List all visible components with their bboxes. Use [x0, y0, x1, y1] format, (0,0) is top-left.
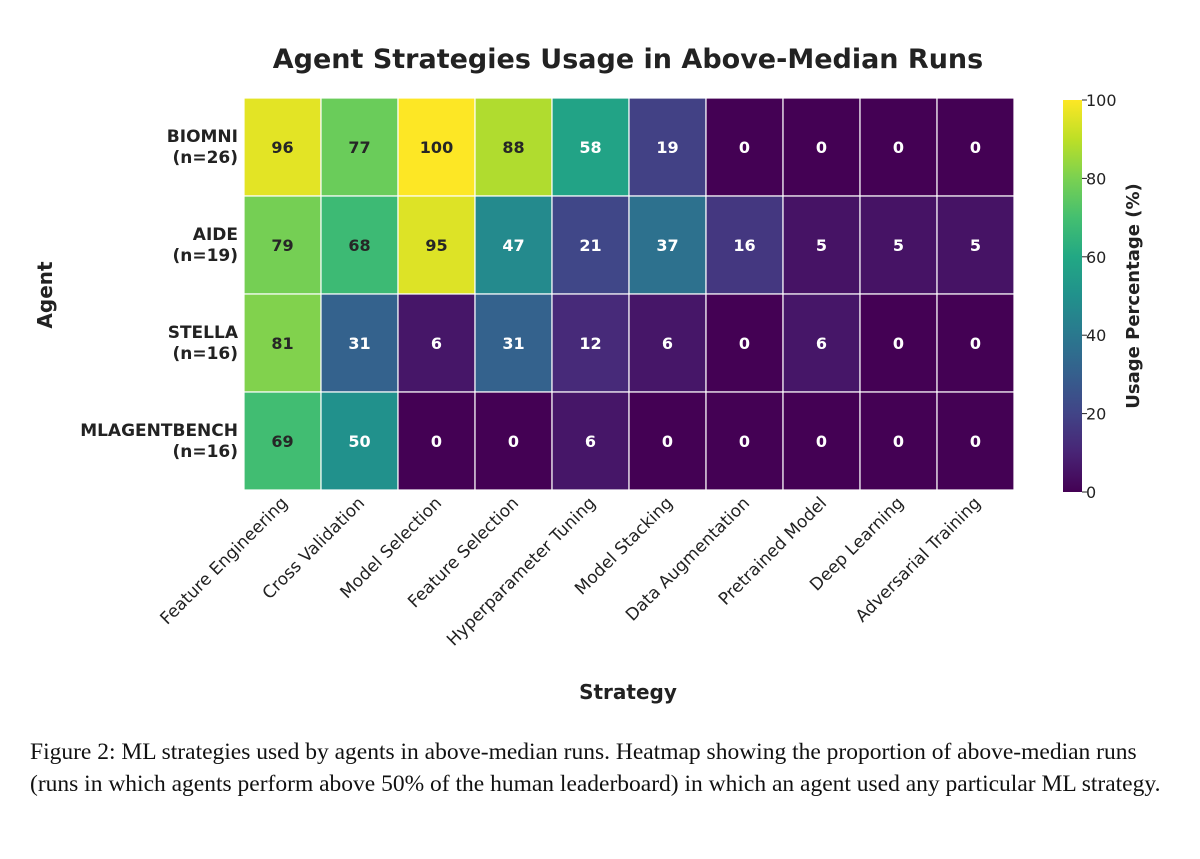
- cell-value-label: 37: [656, 236, 678, 255]
- colorbar-label: Usage Percentage (%): [1123, 183, 1144, 408]
- heatmap-cell: [397, 97, 476, 197]
- row-label-count: (n=16): [172, 442, 238, 462]
- cell-value-label: 16: [733, 236, 755, 255]
- row-label-name: MLAGENTBENCH: [80, 421, 238, 441]
- heatmap-cell: [243, 391, 322, 491]
- cell-value-label: 5: [816, 236, 827, 255]
- cell-value-label: 77: [348, 138, 370, 157]
- cell-value-label: 21: [579, 236, 601, 255]
- heatmap-cell: [474, 97, 553, 197]
- cell-value-label: 0: [739, 432, 750, 451]
- x-axis-label: Strategy: [579, 680, 677, 704]
- cell-value-label: 81: [271, 334, 293, 353]
- colorbar-tick-label: 100: [1086, 91, 1117, 110]
- heatmap-cell: [320, 293, 399, 393]
- column-label: Feature Engineering: [157, 493, 293, 629]
- column-label: Adversarial Training: [852, 493, 985, 626]
- cell-value-label: 5: [970, 236, 981, 255]
- cell-value-label: 0: [431, 432, 442, 451]
- colorbar-tick-label: 40: [1086, 326, 1106, 345]
- heatmap-cells: 96 77 100 88 58 19 0 0 0 0 79 68 95 47 21 37 16 5 5 5 81 31 6 3…: [243, 97, 1015, 491]
- colorbar-tick-label: 20: [1086, 405, 1106, 424]
- cell-value-label: 0: [893, 432, 904, 451]
- row-label-name: AIDE: [193, 225, 238, 245]
- cell-value-label: 6: [816, 334, 827, 353]
- row-label-count: (n=19): [172, 246, 238, 266]
- cell-value-label: 6: [431, 334, 442, 353]
- cell-value-label: 31: [502, 334, 524, 353]
- cell-value-label: 95: [425, 236, 447, 255]
- cell-value-label: 68: [348, 236, 370, 255]
- colorbar-tick-label: 0: [1086, 483, 1096, 502]
- row-label-count: (n=16): [172, 344, 238, 364]
- cell-value-label: 100: [420, 138, 453, 157]
- cell-value-label: 0: [893, 138, 904, 157]
- heatmap-cell: [628, 195, 707, 295]
- chart-title: Agent Strategies Usage in Above-Median R…: [273, 44, 983, 75]
- row-label-name: BIOMNI: [167, 127, 238, 147]
- heatmap-cell: [474, 391, 553, 491]
- heatmap-cell: [936, 195, 1015, 295]
- heatmap-cell: [859, 293, 938, 393]
- cell-value-label: 69: [271, 432, 293, 451]
- row-label-count: (n=26): [172, 148, 238, 168]
- heatmap-cell: [705, 195, 784, 295]
- colorbar-ticks: 0 20 40 60 80 100: [1082, 91, 1117, 502]
- heatmap-cell: [628, 97, 707, 197]
- row-labels: BIOMNI(n=26)AIDE(n=19)STELLA(n=16)MLAGEN…: [80, 127, 239, 462]
- heatmap-cell: [936, 293, 1015, 393]
- heatmap-cell: [782, 97, 861, 197]
- heatmap-cell: [243, 293, 322, 393]
- cell-value-label: 96: [271, 138, 293, 157]
- colorbar-tick-label: 80: [1086, 169, 1106, 188]
- cell-value-label: 0: [970, 334, 981, 353]
- cell-value-label: 5: [893, 236, 904, 255]
- heatmap-cell: [628, 391, 707, 491]
- heatmap-cell: [397, 293, 476, 393]
- cell-value-label: 0: [816, 432, 827, 451]
- heatmap-cell: [782, 293, 861, 393]
- heatmap-cell: [936, 391, 1015, 491]
- cell-value-label: 0: [508, 432, 519, 451]
- cell-value-label: 0: [816, 138, 827, 157]
- cell-value-label: 12: [579, 334, 601, 353]
- cell-value-label: 50: [348, 432, 370, 451]
- cell-value-label: 58: [579, 138, 601, 157]
- heatmap-cell: [320, 195, 399, 295]
- heatmap-cell: [782, 195, 861, 295]
- cell-value-label: 0: [970, 138, 981, 157]
- heatmap-cell: [243, 97, 322, 197]
- cell-value-label: 47: [502, 236, 524, 255]
- cell-value-label: 0: [739, 334, 750, 353]
- heatmap-cell: [705, 391, 784, 491]
- heatmap-cell: [705, 293, 784, 393]
- cell-value-label: 31: [348, 334, 370, 353]
- heatmap-cell: [551, 391, 630, 491]
- heatmap-cell: [782, 391, 861, 491]
- cell-value-label: 0: [893, 334, 904, 353]
- heatmap-cell: [474, 195, 553, 295]
- y-axis-label: Agent: [33, 261, 57, 329]
- row-label-name: STELLA: [168, 323, 239, 343]
- heatmap-cell: [551, 293, 630, 393]
- cell-value-label: 6: [585, 432, 596, 451]
- cell-value-label: 6: [662, 334, 673, 353]
- heatmap-cell: [859, 195, 938, 295]
- heatmap-chart: Agent Strategies Usage in Above-Median R…: [33, 44, 1144, 704]
- figure-caption: Figure 2: ML strategies used by agents i…: [30, 739, 1161, 797]
- column-label: Hyperparameter Tuning: [443, 493, 600, 650]
- heatmap-cell: [936, 97, 1015, 197]
- cell-value-label: 0: [970, 432, 981, 451]
- cell-value-label: 79: [271, 236, 293, 255]
- heatmap-cell: [859, 391, 938, 491]
- colorbar-tick-label: 60: [1086, 248, 1106, 267]
- cell-value-label: 88: [502, 138, 524, 157]
- cell-value-label: 0: [739, 138, 750, 157]
- cell-value-label: 0: [662, 432, 673, 451]
- colorbar: [1063, 100, 1082, 492]
- heatmap-cell: [320, 97, 399, 197]
- cell-value-label: 19: [656, 138, 678, 157]
